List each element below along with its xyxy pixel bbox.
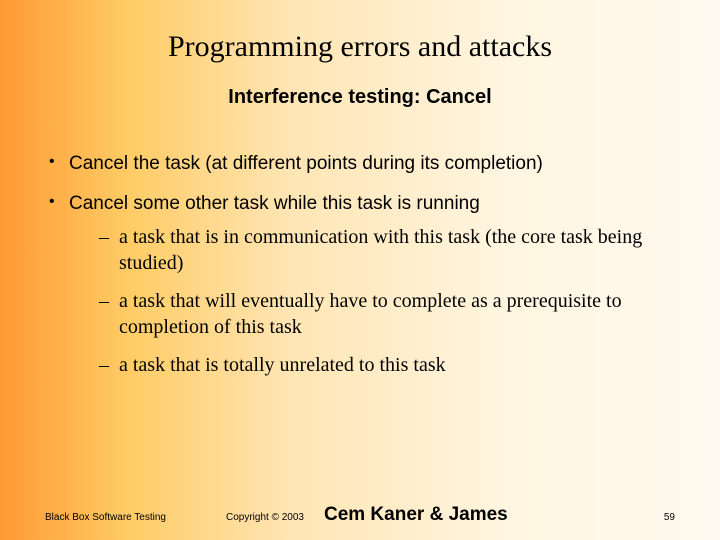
sub-bullet-list: a task that is in communication with thi…	[69, 224, 675, 378]
bullet-text: Cancel the task (at different points dur…	[69, 153, 543, 174]
bullet-list: Cancel the task (at different points dur…	[45, 151, 675, 378]
slide-title: Programming errors and attacks	[45, 30, 675, 64]
page-number: 59	[664, 512, 675, 523]
bullet-text: Cancel some other task while this task i…	[69, 193, 480, 214]
footer: Black Box Software Testing Copyright © 2…	[0, 504, 720, 526]
sub-bullet-text: a task that is in communication with thi…	[119, 226, 642, 274]
sub-bullet-item: a task that is totally unrelated to this…	[99, 352, 675, 378]
sub-bullet-item: a task that will eventually have to comp…	[99, 288, 675, 340]
bullet-item: Cancel the task (at different points dur…	[45, 151, 675, 177]
footer-authors: Cem Kaner & James	[324, 504, 508, 526]
slide: Programming errors and attacks Interfere…	[0, 0, 720, 540]
slide-subtitle: Interference testing: Cancel	[45, 86, 675, 109]
sub-bullet-item: a task that is in communication with thi…	[99, 224, 675, 276]
footer-copyright: Copyright © 2003	[226, 512, 304, 523]
sub-bullet-text: a task that will eventually have to comp…	[119, 290, 622, 338]
sub-bullet-text: a task that is totally unrelated to this…	[119, 354, 446, 376]
footer-left-text: Black Box Software Testing	[45, 512, 166, 523]
bullet-item: Cancel some other task while this task i…	[45, 191, 675, 379]
